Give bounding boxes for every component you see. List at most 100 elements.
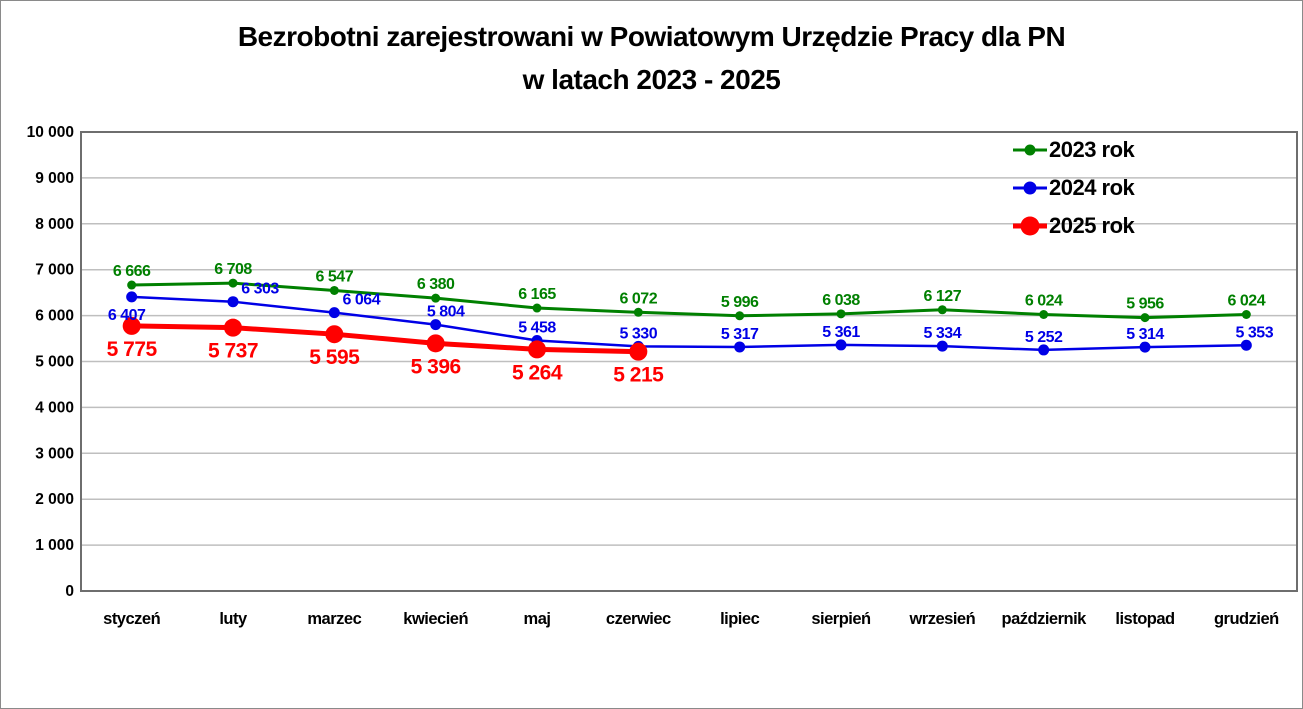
y-tick-label: 10 000 — [27, 124, 74, 141]
data-point — [835, 339, 847, 351]
x-axis-label: kwiecień — [403, 610, 468, 628]
legend-label-2024: 2024 rok — [1049, 175, 1135, 200]
x-axis-label: lipiec — [720, 610, 760, 628]
data-point — [1241, 309, 1251, 319]
data-label: 6 024 — [1228, 292, 1266, 309]
data-point — [532, 303, 542, 313]
legend: 2023 rok 2024 rok 2025 rok — [1013, 131, 1135, 245]
data-label: 6 072 — [620, 290, 658, 307]
legend-marker-2025-icon — [1013, 216, 1047, 236]
data-point — [431, 293, 441, 303]
data-label: 6 165 — [518, 286, 556, 303]
data-point — [1038, 344, 1050, 356]
data-label: 5 804 — [427, 304, 465, 321]
data-label: 6 547 — [316, 268, 354, 285]
data-point — [325, 325, 344, 344]
legend-marker-2023-icon — [1013, 140, 1047, 160]
legend-marker-2024-icon — [1013, 178, 1047, 198]
legend-item-2024: 2024 rok — [1013, 169, 1135, 207]
data-point — [528, 340, 546, 359]
data-label: 6 127 — [924, 288, 962, 305]
legend-item-2025: 2025 rok — [1013, 207, 1135, 245]
x-axis-label: wrzesień — [908, 610, 975, 628]
data-label: 5 396 — [411, 355, 461, 378]
y-tick-label: 9 000 — [35, 170, 74, 187]
data-point — [735, 311, 745, 321]
data-point — [936, 340, 948, 352]
y-tick-label: 5 000 — [35, 354, 74, 371]
y-tick-label: 3 000 — [35, 445, 74, 462]
data-point — [224, 318, 242, 337]
data-point — [430, 319, 442, 331]
data-label: 5 737 — [208, 340, 258, 363]
data-point — [836, 309, 846, 319]
data-point — [127, 280, 137, 290]
data-label: 5 317 — [721, 326, 759, 343]
data-label: 6 708 — [214, 261, 252, 278]
legend-label-2025: 2025 rok — [1049, 213, 1135, 238]
x-axis-label: styczeń — [103, 610, 160, 628]
legend-item-2023: 2023 rok — [1013, 131, 1135, 169]
data-label: 5 353 — [1236, 324, 1274, 341]
data-point — [1240, 339, 1252, 351]
data-label: 5 314 — [1126, 326, 1164, 343]
data-label: 5 956 — [1126, 296, 1164, 313]
data-point — [937, 305, 947, 315]
data-label: 5 595 — [309, 346, 360, 369]
data-point — [329, 285, 339, 295]
data-label: 5 330 — [620, 325, 658, 342]
data-point — [227, 296, 239, 308]
data-label: 6 024 — [1025, 292, 1063, 309]
y-tick-label: 4 000 — [35, 399, 74, 416]
chart-title-line2: w latach 2023 - 2025 — [522, 64, 781, 95]
data-label: 5 334 — [924, 325, 962, 342]
data-point — [734, 341, 746, 353]
y-tick-label: 6 000 — [35, 308, 74, 325]
x-axis-label: luty — [219, 610, 248, 628]
y-tick-label: 1 000 — [35, 537, 74, 554]
data-label: 6 038 — [822, 292, 860, 309]
data-point — [1139, 341, 1151, 353]
data-label: 6 303 — [241, 281, 279, 298]
data-label: 5 264 — [512, 361, 563, 384]
chart-title: Bezrobotni zarejestrowani w Powiatowym U… — [1, 15, 1302, 101]
data-point — [633, 307, 643, 317]
data-point — [629, 342, 648, 361]
chart-title-line1: Bezrobotni zarejestrowani w Powiatowym U… — [237, 21, 1066, 52]
data-point — [1039, 309, 1049, 319]
data-label: 6 407 — [108, 307, 146, 324]
data-point — [328, 307, 340, 319]
data-point — [1140, 313, 1150, 323]
data-label: 5 996 — [721, 294, 759, 311]
data-label: 5 775 — [107, 338, 158, 361]
series-line-2024-rok — [130, 295, 1248, 352]
data-point — [122, 316, 141, 335]
y-tick-label: 8 000 — [35, 216, 74, 233]
data-label: 5 361 — [822, 324, 860, 341]
x-axis-label: maj — [524, 610, 551, 628]
x-axis-label: grudzień — [1214, 610, 1279, 628]
x-axis-label: październik — [1001, 610, 1087, 628]
series-line-2025-rok — [129, 323, 641, 355]
data-label: 6 064 — [343, 292, 381, 309]
y-tick-label: 7 000 — [35, 262, 74, 279]
data-label: 5 252 — [1025, 329, 1063, 346]
data-point — [426, 334, 445, 353]
series-line-2023-rok — [130, 281, 1248, 320]
x-axis-label: czerwiec — [606, 610, 671, 628]
data-label: 5 458 — [518, 319, 556, 336]
data-label: 6 380 — [417, 276, 455, 293]
data-label: 5 215 — [613, 364, 664, 387]
x-axis-label: sierpień — [811, 610, 871, 628]
y-tick-label: 2 000 — [35, 491, 74, 508]
x-axis-label: marzec — [307, 610, 361, 628]
data-label: 6 666 — [113, 263, 151, 280]
data-point — [126, 291, 138, 303]
x-axis-label: listopad — [1115, 610, 1174, 628]
y-tick-label: 0 — [65, 583, 74, 600]
plot-border — [80, 131, 1298, 592]
data-point — [228, 278, 238, 288]
legend-label-2023: 2023 rok — [1049, 137, 1135, 162]
